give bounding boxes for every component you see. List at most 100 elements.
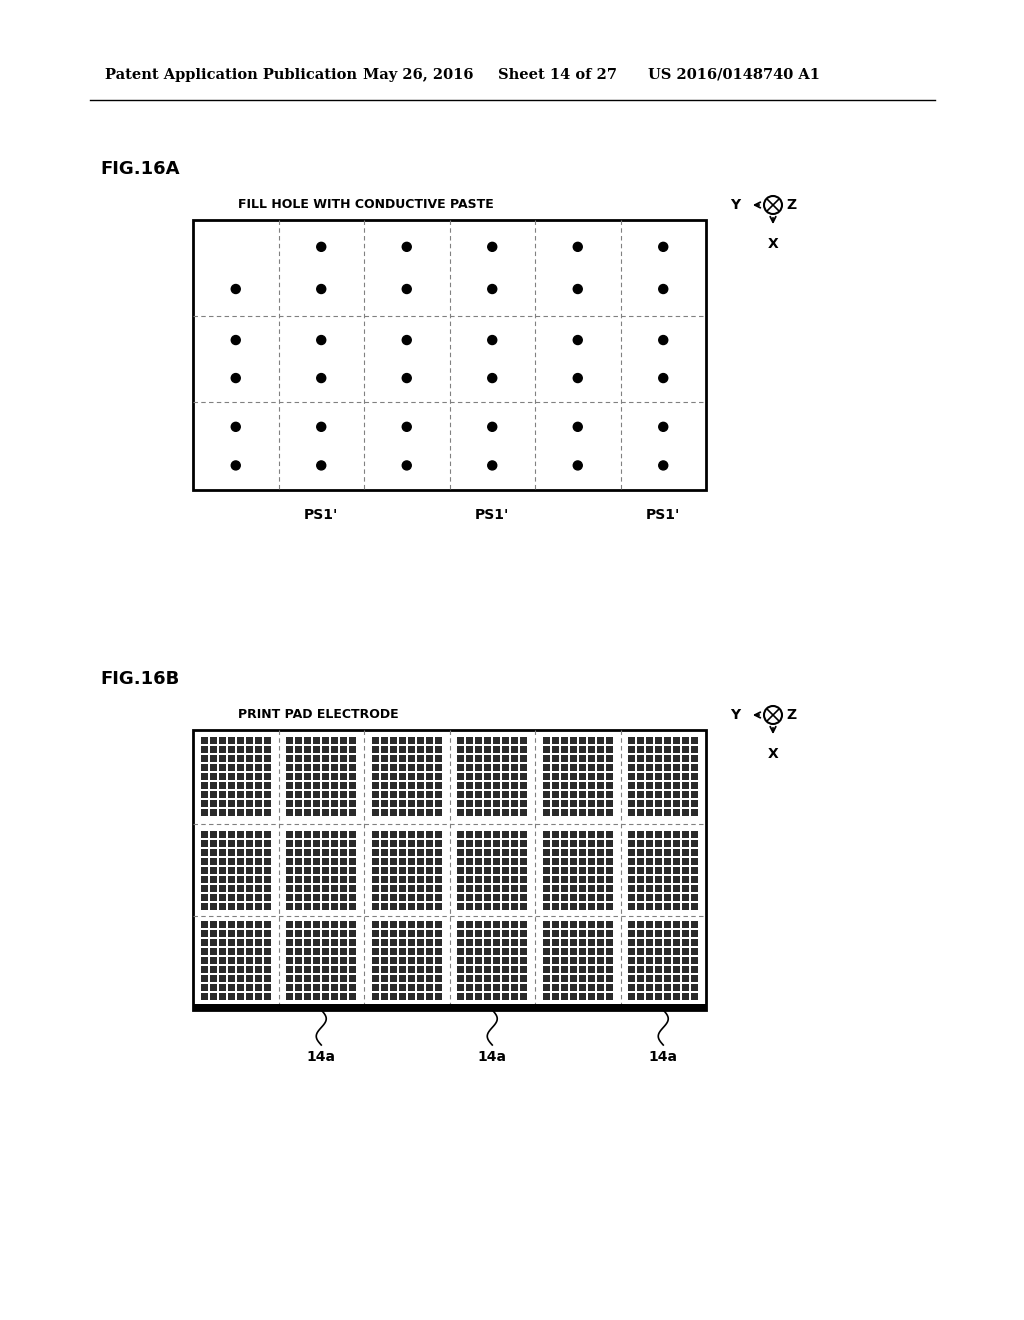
Bar xyxy=(390,849,396,855)
Bar xyxy=(520,894,527,900)
Bar xyxy=(646,830,653,837)
Bar xyxy=(295,849,302,855)
Bar xyxy=(331,939,338,945)
Bar xyxy=(323,792,330,799)
Bar xyxy=(219,920,225,928)
Bar xyxy=(210,983,217,990)
Bar xyxy=(543,830,550,837)
Bar xyxy=(201,764,208,771)
Bar xyxy=(372,755,379,763)
Bar xyxy=(511,993,518,999)
Bar xyxy=(210,903,217,909)
Bar xyxy=(331,884,338,891)
Bar xyxy=(520,738,527,744)
Bar xyxy=(494,849,501,855)
Bar xyxy=(691,948,698,954)
Bar xyxy=(219,894,225,900)
Bar xyxy=(511,858,518,865)
Bar xyxy=(637,764,644,771)
Bar xyxy=(398,792,406,799)
Bar xyxy=(655,738,663,744)
Circle shape xyxy=(231,374,241,383)
Bar xyxy=(579,738,586,744)
Bar xyxy=(561,966,567,973)
Bar xyxy=(511,894,518,900)
Bar xyxy=(552,939,559,945)
Circle shape xyxy=(231,461,241,470)
Bar xyxy=(210,830,217,837)
Bar xyxy=(340,764,347,771)
Bar xyxy=(673,792,680,799)
Circle shape xyxy=(487,461,497,470)
Bar xyxy=(466,849,473,855)
Bar xyxy=(246,993,253,999)
Bar xyxy=(408,849,415,855)
Bar xyxy=(417,783,424,789)
Bar xyxy=(349,858,356,865)
Bar xyxy=(304,920,311,928)
Bar xyxy=(579,974,586,982)
Bar xyxy=(295,957,302,964)
Bar xyxy=(475,792,482,799)
Bar xyxy=(691,858,698,865)
Bar xyxy=(691,746,698,754)
Bar xyxy=(417,929,424,937)
Bar xyxy=(323,875,330,883)
Bar xyxy=(561,792,567,799)
Bar xyxy=(588,884,595,891)
Bar xyxy=(227,830,234,837)
Bar xyxy=(606,866,612,874)
Bar xyxy=(398,738,406,744)
Bar xyxy=(237,875,244,883)
Bar xyxy=(323,993,330,999)
Bar xyxy=(588,920,595,928)
Bar xyxy=(682,920,689,928)
Bar xyxy=(682,840,689,846)
Bar xyxy=(201,929,208,937)
Bar xyxy=(227,993,234,999)
Bar xyxy=(502,809,509,816)
Bar xyxy=(408,774,415,780)
Bar xyxy=(313,774,321,780)
Bar xyxy=(201,774,208,780)
Bar xyxy=(673,755,680,763)
Circle shape xyxy=(487,335,497,345)
Bar xyxy=(201,966,208,973)
Bar xyxy=(287,849,293,855)
Bar xyxy=(511,974,518,982)
Bar xyxy=(458,884,464,891)
Bar xyxy=(381,903,388,909)
Bar xyxy=(569,948,577,954)
Bar xyxy=(673,800,680,808)
Bar xyxy=(484,993,492,999)
Bar xyxy=(287,866,293,874)
Bar xyxy=(629,849,635,855)
Bar xyxy=(494,957,501,964)
Bar xyxy=(606,755,612,763)
Bar xyxy=(665,993,672,999)
Bar xyxy=(511,929,518,937)
Bar xyxy=(331,755,338,763)
Bar xyxy=(569,974,577,982)
Bar xyxy=(426,774,433,780)
Bar xyxy=(313,849,321,855)
Bar xyxy=(295,884,302,891)
Bar xyxy=(655,894,663,900)
Bar xyxy=(561,840,567,846)
Bar xyxy=(237,849,244,855)
Bar xyxy=(340,966,347,973)
Bar xyxy=(210,774,217,780)
Bar xyxy=(381,884,388,891)
Bar xyxy=(237,920,244,928)
Bar xyxy=(426,875,433,883)
Bar xyxy=(629,903,635,909)
Bar xyxy=(287,884,293,891)
Bar xyxy=(304,783,311,789)
Bar xyxy=(390,764,396,771)
Bar xyxy=(543,858,550,865)
Bar xyxy=(588,830,595,837)
Bar xyxy=(287,746,293,754)
Bar xyxy=(201,875,208,883)
Bar xyxy=(579,903,586,909)
Bar xyxy=(646,746,653,754)
